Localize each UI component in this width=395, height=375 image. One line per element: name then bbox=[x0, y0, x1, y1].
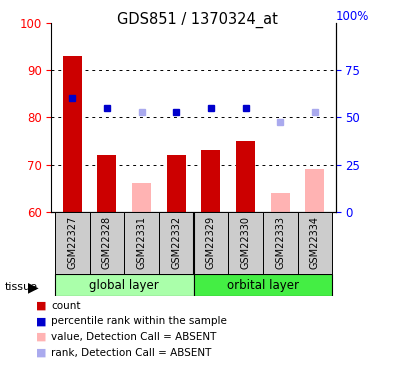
Text: GSM22332: GSM22332 bbox=[171, 216, 181, 269]
FancyBboxPatch shape bbox=[228, 212, 263, 274]
Bar bbox=[132, 183, 151, 212]
FancyBboxPatch shape bbox=[159, 212, 194, 274]
Text: ■: ■ bbox=[36, 348, 47, 358]
Bar bbox=[201, 150, 220, 212]
Bar bbox=[236, 141, 255, 212]
Bar bbox=[167, 155, 186, 212]
Text: GSM22329: GSM22329 bbox=[206, 216, 216, 269]
Text: ■: ■ bbox=[36, 301, 47, 310]
Text: GSM22328: GSM22328 bbox=[102, 216, 112, 269]
Text: tissue: tissue bbox=[5, 282, 38, 292]
FancyBboxPatch shape bbox=[263, 212, 297, 274]
Bar bbox=[97, 155, 117, 212]
Text: value, Detection Call = ABSENT: value, Detection Call = ABSENT bbox=[51, 332, 217, 342]
Text: global layer: global layer bbox=[89, 279, 159, 291]
Text: count: count bbox=[51, 301, 81, 310]
Text: 100%: 100% bbox=[336, 9, 369, 22]
Text: orbital layer: orbital layer bbox=[227, 279, 299, 291]
Text: GSM22334: GSM22334 bbox=[310, 216, 320, 269]
FancyBboxPatch shape bbox=[55, 274, 194, 296]
FancyBboxPatch shape bbox=[90, 212, 124, 274]
FancyBboxPatch shape bbox=[55, 212, 90, 274]
FancyBboxPatch shape bbox=[124, 212, 159, 274]
Text: percentile rank within the sample: percentile rank within the sample bbox=[51, 316, 227, 326]
Text: GSM22333: GSM22333 bbox=[275, 216, 285, 269]
Text: ■: ■ bbox=[36, 332, 47, 342]
Text: GSM22330: GSM22330 bbox=[241, 216, 250, 269]
FancyBboxPatch shape bbox=[194, 274, 332, 296]
FancyBboxPatch shape bbox=[194, 212, 228, 274]
Text: GSM22327: GSM22327 bbox=[67, 216, 77, 269]
Text: ▶: ▶ bbox=[28, 280, 39, 295]
FancyBboxPatch shape bbox=[297, 212, 332, 274]
Text: ■: ■ bbox=[36, 316, 47, 326]
Text: rank, Detection Call = ABSENT: rank, Detection Call = ABSENT bbox=[51, 348, 212, 358]
Text: GDS851 / 1370324_at: GDS851 / 1370324_at bbox=[117, 12, 278, 28]
Bar bbox=[63, 56, 82, 212]
Bar bbox=[271, 193, 290, 212]
Text: GSM22331: GSM22331 bbox=[137, 216, 147, 269]
Bar bbox=[305, 169, 324, 212]
